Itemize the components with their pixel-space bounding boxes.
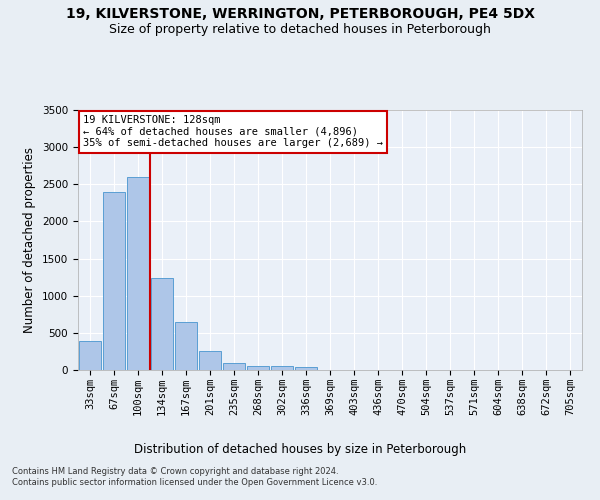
Text: Contains HM Land Registry data © Crown copyright and database right 2024.
Contai: Contains HM Land Registry data © Crown c…	[12, 468, 377, 487]
Text: 19, KILVERSTONE, WERRINGTON, PETERBOROUGH, PE4 5DX: 19, KILVERSTONE, WERRINGTON, PETERBOROUG…	[65, 8, 535, 22]
Bar	[103, 192, 125, 370]
Bar	[295, 367, 317, 370]
Bar	[127, 177, 149, 370]
Text: Distribution of detached houses by size in Peterborough: Distribution of detached houses by size …	[134, 442, 466, 456]
Bar	[223, 363, 245, 370]
Text: 19 KILVERSTONE: 128sqm
← 64% of detached houses are smaller (4,896)
35% of semi-: 19 KILVERSTONE: 128sqm ← 64% of detached…	[83, 115, 383, 148]
Bar	[151, 278, 173, 370]
Bar	[199, 350, 221, 370]
Text: Size of property relative to detached houses in Peterborough: Size of property relative to detached ho…	[109, 22, 491, 36]
Y-axis label: Number of detached properties: Number of detached properties	[23, 147, 37, 333]
Bar	[175, 322, 197, 370]
Bar	[247, 366, 269, 370]
Bar	[79, 341, 101, 370]
Bar	[271, 366, 293, 370]
